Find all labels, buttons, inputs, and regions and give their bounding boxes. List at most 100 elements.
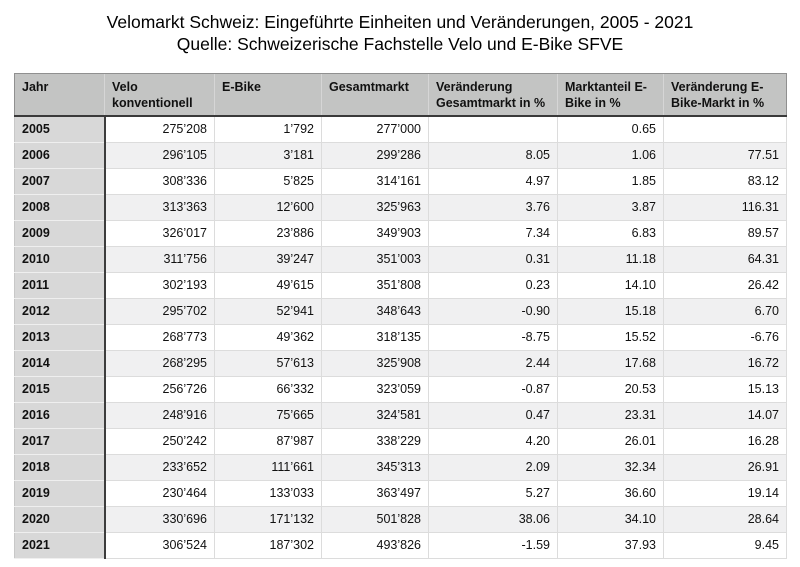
value-cell: 348’643 xyxy=(321,298,429,325)
value-cell: 345’313 xyxy=(321,454,429,481)
value-cell: 7.34 xyxy=(428,220,558,247)
value-cell: 171’132 xyxy=(214,506,322,533)
value-cell: 6.83 xyxy=(557,220,664,247)
column-header-jahr: Jahr xyxy=(14,73,105,117)
value-cell: 26.42 xyxy=(663,272,787,299)
value-cell: 3.87 xyxy=(557,194,664,221)
year-cell: 2009 xyxy=(14,220,106,247)
value-cell: 14.10 xyxy=(557,272,664,299)
value-cell: 26.91 xyxy=(663,454,787,481)
value-cell: 306’524 xyxy=(104,532,215,559)
value-cell: 330’696 xyxy=(104,506,215,533)
value-cell: 2.09 xyxy=(428,454,558,481)
table-row: 2017 250’242 87’987 338’229 4.20 26.01 16.28 xyxy=(14,428,787,455)
table-row: 2019 230’464 133’033 363’497 5.27 36.60 19.14 xyxy=(14,480,787,507)
value-cell: 36.60 xyxy=(557,480,664,507)
page-title: Velomarkt Schweiz: Eingeführte Einheiten… xyxy=(106,12,694,32)
table-row: 2021 306’524 187’302 493’826 -1.59 37.93 9.45 xyxy=(14,532,787,559)
year-cell: 2021 xyxy=(14,532,106,559)
table-row: 2012 295’702 52’941 348’643 -0.90 15.18 6.70 xyxy=(14,298,787,325)
value-cell: 308’336 xyxy=(104,168,215,195)
value-cell: 296’105 xyxy=(104,142,215,169)
value-cell: 26.01 xyxy=(557,428,664,455)
value-cell: 28.64 xyxy=(663,506,787,533)
value-cell: -0.87 xyxy=(428,376,558,403)
header-row: Jahr Velo konventionell E-Bike Gesamtmar… xyxy=(14,73,787,117)
value-cell: 501’828 xyxy=(321,506,429,533)
value-cell: 275’208 xyxy=(104,116,215,143)
value-cell: 250’242 xyxy=(104,428,215,455)
value-cell: 248’916 xyxy=(104,402,215,429)
table-row: 2013 268’773 49’362 318’135 -8.75 15.52 -6.76 xyxy=(14,324,787,351)
value-cell: 323’059 xyxy=(321,376,429,403)
value-cell: 15.52 xyxy=(557,324,664,351)
value-cell: 52’941 xyxy=(214,298,322,325)
value-cell: -1.59 xyxy=(428,532,558,559)
value-cell: 15.13 xyxy=(663,376,787,403)
value-cell: 0.31 xyxy=(428,246,558,273)
column-header-marktanteil-e-bike: Marktanteil E-Bike in % xyxy=(557,73,664,117)
value-cell: 77.51 xyxy=(663,142,787,169)
value-cell: 38.06 xyxy=(428,506,558,533)
value-cell: 3.76 xyxy=(428,194,558,221)
table-row: 2020 330’696 171’132 501’828 38.06 34.10 28.64 xyxy=(14,506,787,533)
year-cell: 2017 xyxy=(14,428,106,455)
value-cell: 16.28 xyxy=(663,428,787,455)
page-subtitle: Quelle: Schweizerische Fachstelle Velo u… xyxy=(176,34,624,54)
value-cell: 32.34 xyxy=(557,454,664,481)
value-cell: 295’702 xyxy=(104,298,215,325)
value-cell: 2.44 xyxy=(428,350,558,377)
value-cell: 49’615 xyxy=(214,272,322,299)
value-cell: 11.18 xyxy=(557,246,664,273)
value-cell: 351’808 xyxy=(321,272,429,299)
year-cell: 2016 xyxy=(14,402,106,429)
value-cell: 277’000 xyxy=(321,116,429,143)
value-cell: 8.05 xyxy=(428,142,558,169)
value-cell: 318’135 xyxy=(321,324,429,351)
value-cell: -0.90 xyxy=(428,298,558,325)
table-body: 2005 275’208 1’792 277’000 0.65 2006 296’105 3’… xyxy=(14,116,787,559)
value-cell: 313’363 xyxy=(104,194,215,221)
value-cell: 351’003 xyxy=(321,246,429,273)
value-cell: 6.70 xyxy=(663,298,787,325)
value-cell: 268’773 xyxy=(104,324,215,351)
year-cell: 2015 xyxy=(14,376,106,403)
column-header-veraenderung-gesamtmarkt: Veränderung Gesamtmarkt in % xyxy=(428,73,558,117)
value-cell: 230’464 xyxy=(104,480,215,507)
value-cell: 4.97 xyxy=(428,168,558,195)
value-cell: 299’286 xyxy=(321,142,429,169)
value-cell: 256’726 xyxy=(104,376,215,403)
value-cell xyxy=(663,116,787,143)
velomarkt-table: Jahr Velo konventionell E-Bike Gesamtmar… xyxy=(14,73,787,559)
value-cell: 23’886 xyxy=(214,220,322,247)
value-cell: 4.20 xyxy=(428,428,558,455)
value-cell: 5.27 xyxy=(428,480,558,507)
value-cell: 0.47 xyxy=(428,402,558,429)
value-cell: 15.18 xyxy=(557,298,664,325)
value-cell xyxy=(428,116,558,143)
table-row: 2005 275’208 1’792 277’000 0.65 xyxy=(14,116,787,143)
year-cell: 2007 xyxy=(14,168,106,195)
value-cell: 49’362 xyxy=(214,324,322,351)
value-cell: 23.31 xyxy=(557,402,664,429)
value-cell: 302’193 xyxy=(104,272,215,299)
value-cell: 75’665 xyxy=(214,402,322,429)
value-cell: 325’963 xyxy=(321,194,429,221)
year-cell: 2018 xyxy=(14,454,106,481)
value-cell: 133’033 xyxy=(214,480,322,507)
value-cell: 57’613 xyxy=(214,350,322,377)
table-row: 2011 302’193 49’615 351’808 0.23 14.10 26.42 xyxy=(14,272,787,299)
value-cell: 16.72 xyxy=(663,350,787,377)
year-cell: 2013 xyxy=(14,324,106,351)
value-cell: 0.65 xyxy=(557,116,664,143)
year-cell: 2014 xyxy=(14,350,106,377)
value-cell: 34.10 xyxy=(557,506,664,533)
table-row: 2014 268’295 57’613 325’908 2.44 17.68 16.72 xyxy=(14,350,787,377)
table-row: 2018 233’652 111’661 345’313 2.09 32.34 26.91 xyxy=(14,454,787,481)
value-cell: 116.31 xyxy=(663,194,787,221)
value-cell: 187’302 xyxy=(214,532,322,559)
year-cell: 2005 xyxy=(14,116,106,143)
value-cell: 111’661 xyxy=(214,454,322,481)
value-cell: 19.14 xyxy=(663,480,787,507)
